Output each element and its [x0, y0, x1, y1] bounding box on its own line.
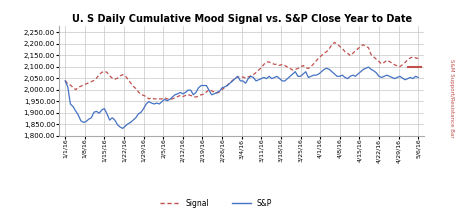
Text: S&M Support/Resistance Bar: S&M Support/Resistance Bar: [448, 59, 453, 138]
Legend: Signal, S&P: Signal, S&P: [157, 196, 275, 211]
Title: U. S Daily Cumulative Mood Signal vs. S&P Close Year to Date: U. S Daily Cumulative Mood Signal vs. S&…: [71, 14, 411, 24]
